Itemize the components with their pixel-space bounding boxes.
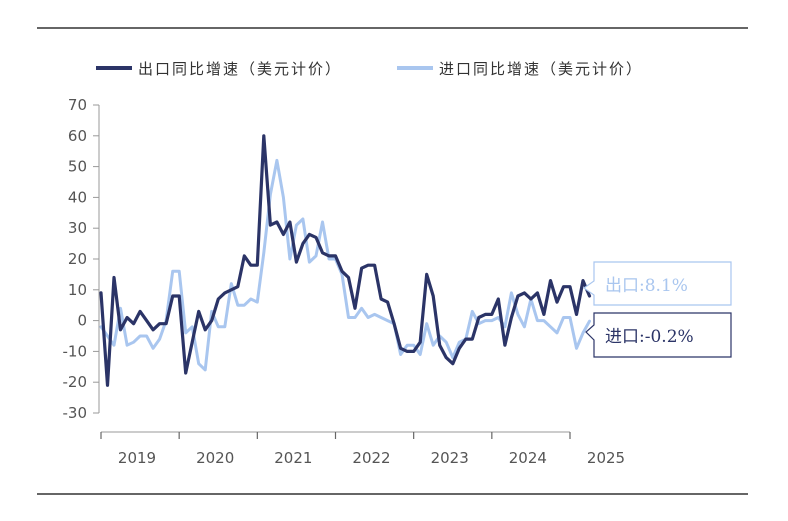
- x-tick-label: 2019: [118, 449, 156, 467]
- y-tick-label: 10: [68, 281, 87, 299]
- callout-label-export: 出口:8.1%: [605, 276, 688, 296]
- y-tick-label: -30: [63, 404, 88, 422]
- y-tick-label: 50: [68, 158, 87, 176]
- x-tick-label: 2022: [352, 449, 390, 467]
- x-tick-label: 2020: [196, 449, 234, 467]
- x-axis: 2019 2020 2021 2022 2023 2024 2025: [100, 431, 625, 467]
- y-tick-label: 30: [68, 219, 87, 237]
- y-tick-label: 70: [68, 96, 87, 114]
- legend-label-export: 出口同比增速（美元计价）: [138, 60, 342, 78]
- x-tick-label: 2025: [587, 449, 625, 467]
- y-tick-label: 0: [77, 312, 87, 330]
- callout-box-import: [585, 312, 732, 358]
- legend-label-import: 进口同比增速（美元计价）: [439, 60, 643, 78]
- y-tick-label: -20: [63, 373, 88, 391]
- y-tick-label: 40: [68, 188, 87, 206]
- x-tick-label: 2024: [509, 449, 547, 467]
- series-lines: [99, 134, 592, 387]
- series-line-export: [99, 134, 592, 387]
- y-tick-label: 20: [68, 250, 87, 268]
- x-tick-label: 2023: [431, 449, 469, 467]
- callout-box-export: [582, 261, 732, 306]
- y-axis: -30 -20 -10 0 10 20 30 40 50 60 70: [63, 96, 100, 422]
- callout-label-import: 进口:-0.2%: [605, 327, 694, 347]
- series-line-import: [99, 158, 591, 372]
- y-tick-label: 60: [68, 127, 87, 145]
- legend: 出口同比增速（美元计价） 进口同比增速（美元计价）: [96, 60, 643, 78]
- y-tick-label: -10: [63, 342, 88, 360]
- x-tick-label: 2021: [274, 449, 312, 467]
- latest-value-callouts: 出口:8.1% 进口:-0.2%: [582, 261, 732, 358]
